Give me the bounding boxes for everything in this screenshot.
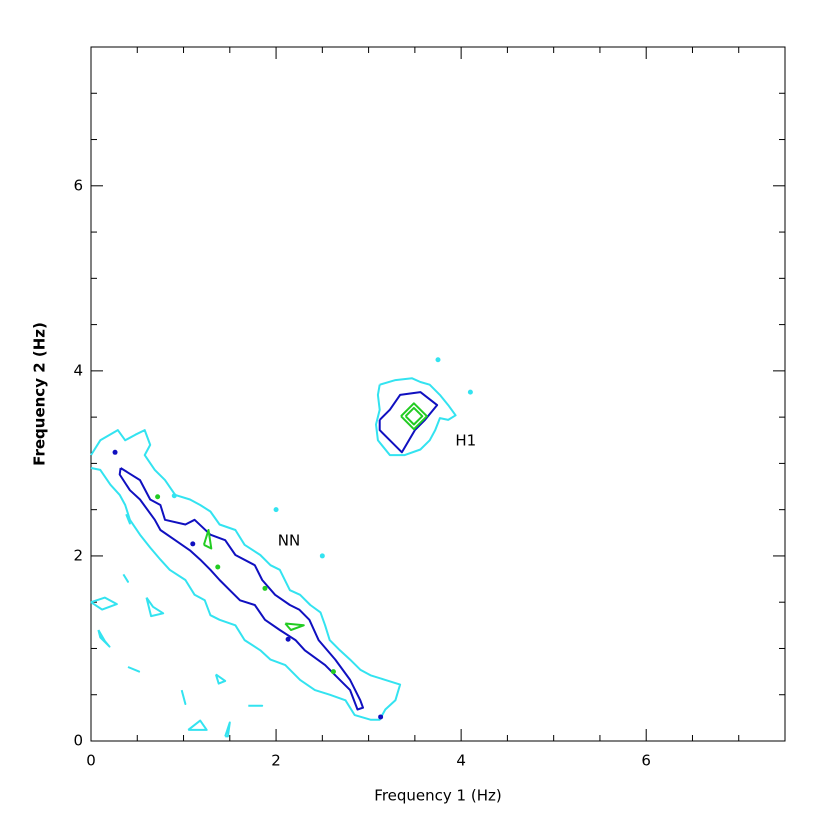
plot-frame — [90, 46, 786, 742]
contour-line — [224, 721, 231, 738]
contour-line — [404, 406, 424, 426]
contour-line — [400, 402, 428, 431]
contour-line — [214, 673, 227, 685]
x-tick-label: 2 — [271, 752, 281, 770]
x-tick-label: 0 — [86, 752, 96, 770]
contour-dot — [262, 585, 268, 591]
contour-dot — [467, 389, 473, 395]
contour-line — [375, 377, 457, 457]
contour-line — [284, 622, 305, 631]
y-axis-label: Frequency 2 (Hz) — [31, 322, 49, 466]
contour-dot — [190, 541, 196, 547]
contour-dot — [319, 553, 325, 559]
y-tick-label: 0 — [73, 732, 83, 750]
contour-line — [145, 597, 165, 618]
contour-line — [90, 429, 402, 721]
contour-dot — [378, 714, 384, 720]
contour-line — [202, 529, 213, 550]
contour-line — [378, 391, 439, 454]
annotation: H1 — [455, 432, 476, 450]
contour-line — [187, 719, 208, 731]
y-tick-label: 2 — [73, 546, 83, 564]
y-tick-label: 6 — [73, 176, 83, 194]
contour-line — [125, 513, 131, 525]
contour-dot — [112, 449, 118, 455]
contour-line — [97, 629, 111, 648]
contour-line — [118, 467, 364, 711]
contour-dot — [285, 636, 291, 642]
contour-dot — [435, 357, 441, 363]
contour-dot — [155, 494, 161, 500]
contour-dot — [171, 493, 177, 499]
x-tick-label: 4 — [456, 752, 466, 770]
contour-dot — [273, 507, 279, 513]
y-tick-label: 4 — [73, 361, 83, 379]
contour-line — [122, 573, 129, 583]
x-axis-label: Frequency 1 (Hz) — [374, 787, 501, 805]
contour-line — [90, 596, 118, 611]
annotation: NN — [278, 532, 300, 550]
contour-line — [180, 689, 187, 705]
contour-line — [127, 666, 141, 673]
contour-dot — [330, 669, 336, 675]
contour-dot — [215, 564, 221, 570]
x-tick-label: 6 — [641, 752, 651, 770]
